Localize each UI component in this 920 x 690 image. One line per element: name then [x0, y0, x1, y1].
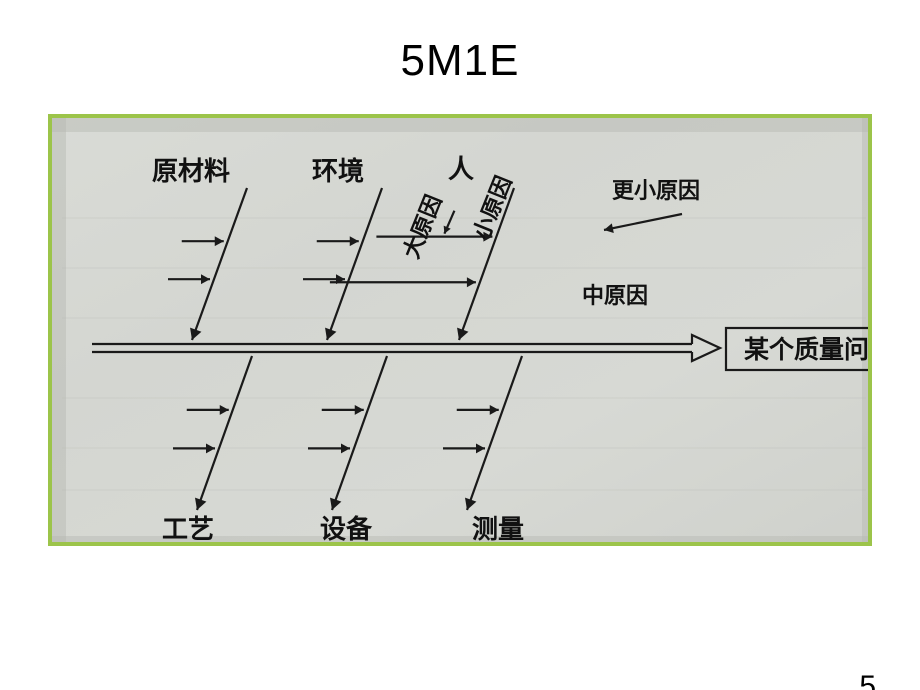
- bone-label: 人: [448, 155, 474, 184]
- page-title: 5M1E: [0, 36, 920, 86]
- bone-label: 环境: [312, 156, 364, 186]
- page-number: 5: [859, 670, 876, 690]
- bone-label: 工艺: [162, 515, 214, 544]
- fishbone-diagram: 某个质量问题原材料环境人工艺设备测量大原因小原因中原因更小原因: [52, 118, 872, 546]
- bone-label: 设备: [320, 515, 373, 544]
- bone-label: 测量: [472, 515, 524, 544]
- diagram-frame: 某个质量问题原材料环境人工艺设备测量大原因小原因中原因更小原因: [48, 114, 872, 546]
- annot-smaller-cause: 更小原因: [612, 178, 700, 203]
- head-label: 某个质量问题: [744, 336, 872, 364]
- bone-label: 原材料: [152, 157, 230, 186]
- annot-mid-cause: 中原因: [582, 283, 648, 308]
